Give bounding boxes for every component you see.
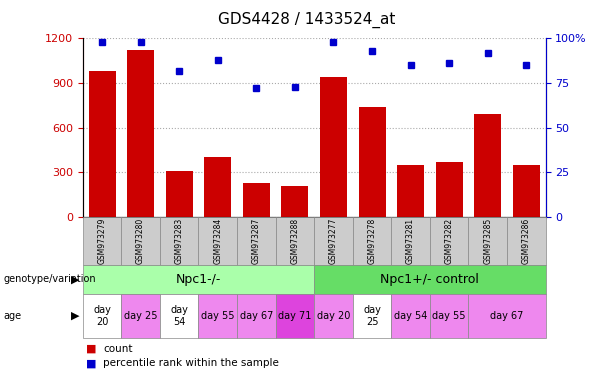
Text: percentile rank within the sample: percentile rank within the sample xyxy=(103,358,279,368)
Bar xyxy=(243,183,270,217)
Text: ▶: ▶ xyxy=(71,311,80,321)
Text: GSM973285: GSM973285 xyxy=(483,218,492,264)
Bar xyxy=(397,165,424,217)
Text: ■: ■ xyxy=(86,344,96,354)
Bar xyxy=(127,50,154,217)
Bar xyxy=(359,107,386,217)
Bar xyxy=(204,157,231,217)
Text: GSM973287: GSM973287 xyxy=(252,218,261,264)
Bar xyxy=(513,165,540,217)
Text: ▶: ▶ xyxy=(71,274,80,285)
Text: GSM973278: GSM973278 xyxy=(368,218,376,264)
Bar xyxy=(281,186,308,217)
Text: day 25: day 25 xyxy=(124,311,158,321)
Text: day
20: day 20 xyxy=(93,305,111,327)
Text: GSM973288: GSM973288 xyxy=(291,218,299,264)
Bar xyxy=(166,171,192,217)
Text: ■: ■ xyxy=(86,358,96,368)
Text: GSM973279: GSM973279 xyxy=(97,218,107,264)
Text: day 54: day 54 xyxy=(394,311,427,321)
Bar xyxy=(474,114,501,217)
Text: GDS4428 / 1433524_at: GDS4428 / 1433524_at xyxy=(218,12,395,28)
Text: day
25: day 25 xyxy=(363,305,381,327)
Text: Npc1-/-: Npc1-/- xyxy=(176,273,221,286)
Text: age: age xyxy=(3,311,21,321)
Text: day
54: day 54 xyxy=(170,305,188,327)
Bar xyxy=(320,77,347,217)
Bar xyxy=(436,162,463,217)
Bar xyxy=(88,71,115,217)
Text: day 67: day 67 xyxy=(490,311,524,321)
Text: Npc1+/- control: Npc1+/- control xyxy=(381,273,479,286)
Text: GSM973280: GSM973280 xyxy=(136,218,145,264)
Text: GSM973281: GSM973281 xyxy=(406,218,415,264)
Text: day 71: day 71 xyxy=(278,311,311,321)
Text: GSM973286: GSM973286 xyxy=(522,218,531,264)
Text: GSM973277: GSM973277 xyxy=(329,218,338,264)
Text: count: count xyxy=(103,344,132,354)
Text: GSM973284: GSM973284 xyxy=(213,218,223,264)
Text: day 20: day 20 xyxy=(317,311,350,321)
Text: day 55: day 55 xyxy=(201,311,235,321)
Text: GSM973282: GSM973282 xyxy=(444,218,454,264)
Text: genotype/variation: genotype/variation xyxy=(3,274,96,285)
Text: day 55: day 55 xyxy=(432,311,466,321)
Text: day 67: day 67 xyxy=(240,311,273,321)
Text: GSM973283: GSM973283 xyxy=(175,218,184,264)
